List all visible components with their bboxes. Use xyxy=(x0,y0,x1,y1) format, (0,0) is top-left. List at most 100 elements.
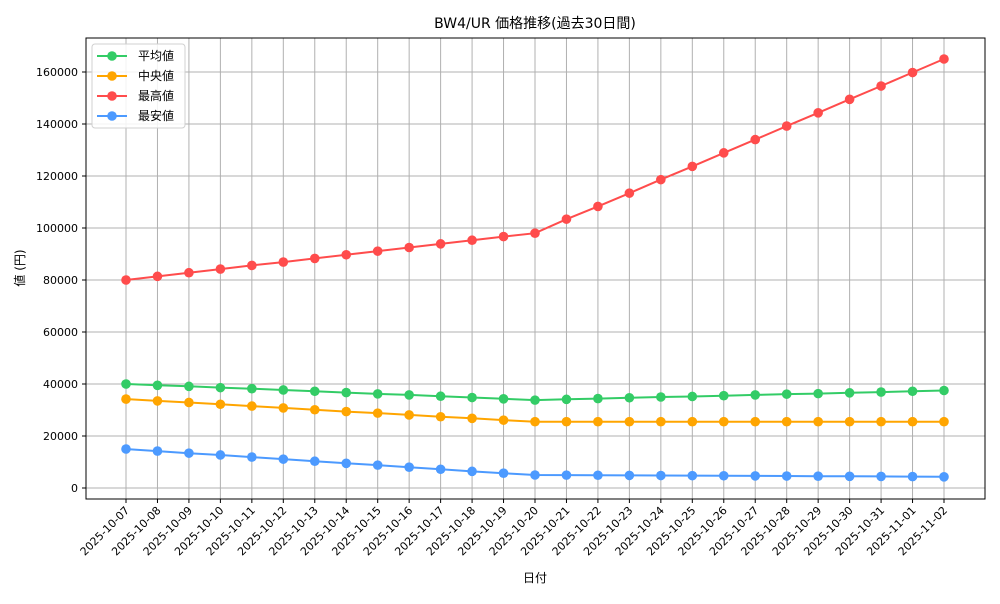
series-2 xyxy=(121,54,949,285)
data-point-marker xyxy=(467,466,477,477)
data-point-marker xyxy=(278,257,289,267)
data-point-marker xyxy=(624,470,635,481)
data-point-marker xyxy=(939,54,949,64)
data-point-marker xyxy=(781,416,792,427)
data-point-marker xyxy=(561,394,572,405)
data-point-marker xyxy=(624,416,635,427)
data-point-marker xyxy=(152,396,163,406)
data-point-marker xyxy=(939,385,949,396)
data-point-marker xyxy=(656,174,666,185)
data-point-marker xyxy=(530,228,540,238)
data-point-marker xyxy=(309,404,320,415)
data-point-marker xyxy=(152,380,163,391)
data-point-marker xyxy=(656,416,666,427)
series-3 xyxy=(121,444,949,482)
data-point-marker xyxy=(781,389,792,399)
y-tick-label: 120000 xyxy=(36,170,78,183)
data-point-marker xyxy=(593,393,603,404)
data-point-marker xyxy=(278,454,289,464)
legend-label: 最高値 xyxy=(138,88,174,103)
data-point-marker xyxy=(404,242,414,253)
data-point-marker xyxy=(750,390,761,400)
data-point-marker xyxy=(844,388,855,398)
data-point-marker xyxy=(844,94,855,105)
data-point-marker xyxy=(498,468,509,478)
data-point-marker xyxy=(278,385,289,395)
data-point-marker xyxy=(687,416,698,427)
data-point-marker xyxy=(498,415,509,425)
data-point-marker xyxy=(467,392,477,403)
data-point-marker xyxy=(372,408,383,418)
data-point-marker xyxy=(215,264,226,274)
data-point-marker xyxy=(435,411,446,422)
data-point-marker xyxy=(844,416,855,427)
y-tick-label: 60000 xyxy=(43,326,78,339)
legend-marker-icon xyxy=(107,111,117,121)
data-point-marker xyxy=(435,391,446,402)
y-tick-label: 0 xyxy=(71,482,78,495)
data-point-marker xyxy=(530,416,540,427)
data-point-marker xyxy=(781,121,792,131)
y-tick-label: 80000 xyxy=(43,274,78,287)
data-point-marker xyxy=(184,267,194,278)
data-point-marker xyxy=(813,108,823,118)
data-point-marker xyxy=(593,470,603,481)
y-tick-label: 160000 xyxy=(36,66,78,79)
legend-marker-icon xyxy=(107,91,117,101)
data-point-marker xyxy=(750,134,761,145)
data-point-marker xyxy=(152,446,163,456)
data-point-marker xyxy=(309,253,320,264)
data-point-marker xyxy=(561,214,572,224)
data-point-marker xyxy=(404,390,414,400)
data-point-marker xyxy=(184,448,194,458)
legend-label: 最安値 xyxy=(138,108,174,123)
data-point-marker xyxy=(750,471,761,481)
data-point-marker xyxy=(907,471,918,482)
data-point-marker xyxy=(593,416,603,427)
data-point-marker xyxy=(907,416,918,427)
data-point-marker xyxy=(687,470,698,481)
y-tick-label: 20000 xyxy=(43,430,78,443)
data-point-marker xyxy=(121,394,131,404)
data-point-marker xyxy=(781,471,792,481)
data-point-marker xyxy=(656,470,666,481)
data-point-marker xyxy=(372,246,383,256)
data-point-marker xyxy=(750,416,761,427)
data-point-marker xyxy=(718,390,729,401)
data-point-marker xyxy=(687,161,698,172)
chart-title: BW4/UR 価格推移(過去30日間) xyxy=(434,16,636,32)
data-point-marker xyxy=(593,201,603,212)
data-point-marker xyxy=(718,148,729,158)
data-point-marker xyxy=(656,392,666,402)
y-tick-label: 140000 xyxy=(36,118,78,131)
data-point-marker xyxy=(121,379,131,389)
data-point-marker xyxy=(561,416,572,427)
data-point-marker xyxy=(939,416,949,427)
data-point-marker xyxy=(404,410,414,420)
data-point-marker xyxy=(247,383,257,394)
data-point-marker xyxy=(341,406,352,417)
data-point-marker xyxy=(876,81,886,91)
y-tick-label: 100000 xyxy=(36,222,78,235)
data-point-marker xyxy=(876,416,886,427)
legend-item: 平均値 xyxy=(97,48,174,63)
legend-marker-icon xyxy=(107,71,117,81)
data-point-marker xyxy=(467,235,477,246)
data-point-marker xyxy=(813,416,823,427)
y-axis-label: 値 (円) xyxy=(12,249,27,286)
data-point-marker xyxy=(498,231,509,242)
legend-marker-icon xyxy=(107,51,117,61)
legend-item: 中央値 xyxy=(97,68,174,83)
data-point-marker xyxy=(278,403,289,413)
data-point-marker xyxy=(467,413,477,424)
series-0 xyxy=(121,379,949,405)
data-point-marker xyxy=(435,239,446,249)
data-point-marker xyxy=(718,470,729,481)
data-point-marker xyxy=(813,388,823,399)
data-point-marker xyxy=(152,271,163,282)
data-point-marker xyxy=(907,67,918,78)
legend-box xyxy=(91,43,186,129)
